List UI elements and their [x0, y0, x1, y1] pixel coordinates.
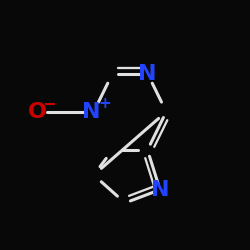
- Text: N: N: [151, 180, 169, 200]
- Text: +: +: [98, 96, 112, 111]
- Text: O: O: [28, 102, 47, 122]
- Text: N: N: [82, 102, 100, 122]
- Text: −: −: [42, 94, 56, 112]
- Text: N: N: [138, 64, 157, 84]
